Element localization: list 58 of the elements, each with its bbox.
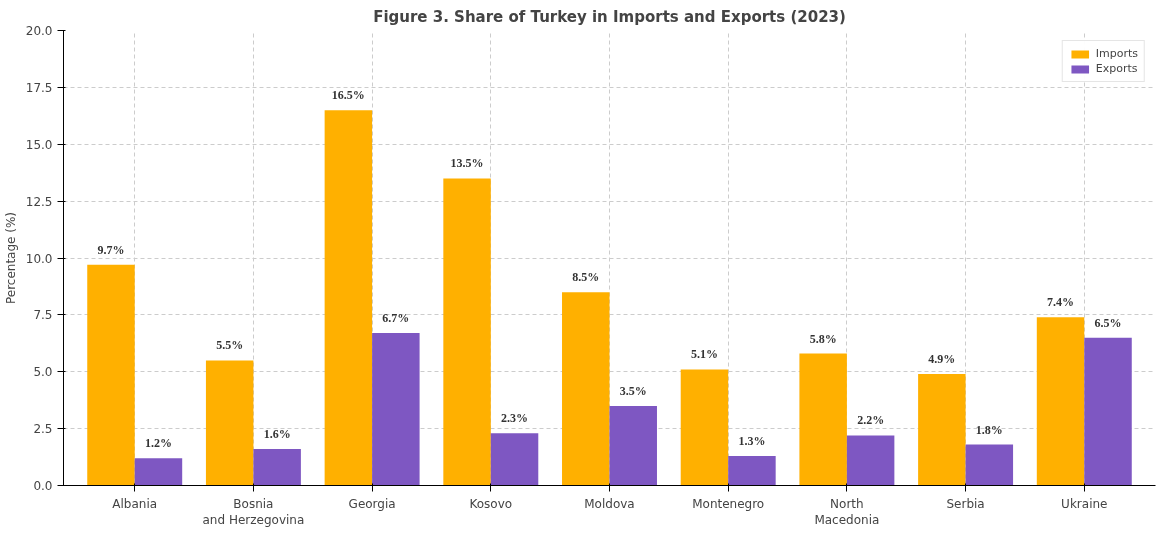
bar <box>1084 337 1132 486</box>
bar <box>680 369 729 486</box>
bar <box>490 433 539 486</box>
y-axis-title: Percentage (%) <box>3 211 18 305</box>
y-tick-label: 2.5 <box>33 422 53 437</box>
data-label: 6.5% <box>1094 315 1122 330</box>
bar <box>562 292 610 486</box>
y-tick-label: 15.0 <box>25 137 53 152</box>
data-label: 4.9% <box>928 352 956 367</box>
data-label: 8.5% <box>572 270 600 285</box>
x-tick-label: Albania <box>112 496 158 511</box>
bar <box>846 435 895 486</box>
bar <box>253 449 301 486</box>
data-label: 1.8% <box>975 422 1003 437</box>
data-label: 9.7% <box>97 242 125 257</box>
bar <box>918 374 966 486</box>
x-tick-label: North Macedonia <box>814 496 880 528</box>
data-label: 1.6% <box>263 427 291 442</box>
x-tick-label: Ukraine <box>1061 496 1108 511</box>
x-tick-label: Kosovo <box>469 496 513 511</box>
bar <box>134 458 183 486</box>
data-label: 13.5% <box>450 156 484 171</box>
data-label: 1.3% <box>738 433 766 448</box>
y-tick-label: 20.0 <box>25 24 53 38</box>
data-label: 2.3% <box>501 411 529 426</box>
x-tick-label: Montenegro <box>692 496 765 511</box>
x-tick-label: Bosnia and Herzegovina <box>202 496 305 528</box>
chart-title: Figure 3. Share of Turkey in Imports and Exports (2023) <box>373 7 846 26</box>
bar <box>324 110 373 486</box>
data-label: 7.4% <box>1047 295 1075 310</box>
bar <box>609 405 657 486</box>
y-tick-label: 17.5 <box>25 80 53 95</box>
data-label: 3.5% <box>619 383 647 398</box>
y-tick-label: 0.0 <box>33 479 53 493</box>
y-tick-label: 5.0 <box>33 365 53 380</box>
data-label: 6.7% <box>382 311 410 326</box>
data-label: 5.5% <box>216 338 244 353</box>
y-tick-label: 10.0 <box>25 251 53 266</box>
x-tick-label: Serbia <box>946 496 985 511</box>
x-tick-label: Moldova <box>584 496 635 511</box>
legend-label: Imports <box>1095 47 1138 60</box>
bar <box>1036 317 1085 486</box>
bar <box>372 333 420 486</box>
legend-label: Exports <box>1095 62 1138 75</box>
data-label: 5.8% <box>809 331 837 346</box>
bar <box>87 264 135 486</box>
data-label: 1.2% <box>144 436 172 451</box>
data-label: 5.1% <box>690 347 718 362</box>
y-tick-label: 12.5 <box>25 194 53 209</box>
data-label: 2.2% <box>857 413 885 428</box>
y-tick-label: 7.5 <box>33 308 53 323</box>
bar <box>728 455 776 486</box>
bar <box>443 178 491 486</box>
x-tick-label: Georgia <box>348 496 396 511</box>
bar <box>205 360 254 486</box>
data-label: 16.5% <box>331 88 365 103</box>
bar <box>799 353 847 486</box>
bar <box>965 444 1014 486</box>
